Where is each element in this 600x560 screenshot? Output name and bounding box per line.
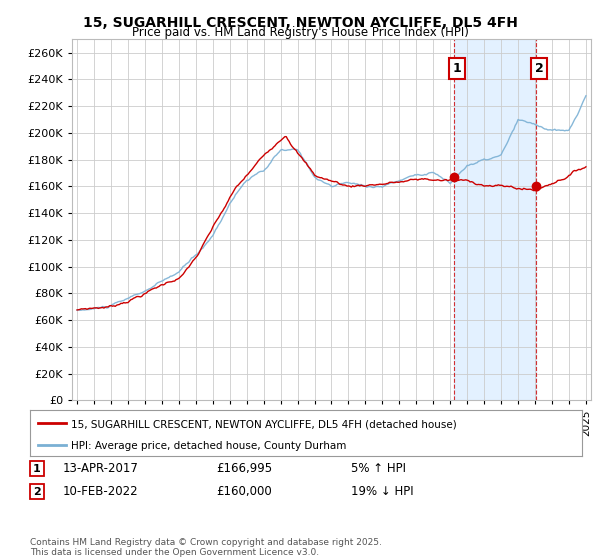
Text: 15, SUGARHILL CRESCENT, NEWTON AYCLIFFE, DL5 4FH (detached house): 15, SUGARHILL CRESCENT, NEWTON AYCLIFFE,… — [71, 419, 457, 430]
Text: 19% ↓ HPI: 19% ↓ HPI — [351, 485, 413, 498]
Text: 2: 2 — [535, 62, 544, 75]
Text: 15, SUGARHILL CRESCENT, NEWTON AYCLIFFE, DL5 4FH: 15, SUGARHILL CRESCENT, NEWTON AYCLIFFE,… — [83, 16, 517, 30]
Text: Price paid vs. HM Land Registry's House Price Index (HPI): Price paid vs. HM Land Registry's House … — [131, 26, 469, 39]
Text: 1: 1 — [452, 62, 461, 75]
Text: 10-FEB-2022: 10-FEB-2022 — [63, 485, 139, 498]
Text: HPI: Average price, detached house, County Durham: HPI: Average price, detached house, Coun… — [71, 441, 347, 451]
Text: 1: 1 — [33, 464, 41, 474]
Text: 13-APR-2017: 13-APR-2017 — [63, 462, 139, 475]
Text: £160,000: £160,000 — [216, 485, 272, 498]
Text: Contains HM Land Registry data © Crown copyright and database right 2025.
This d: Contains HM Land Registry data © Crown c… — [30, 538, 382, 557]
Text: £166,995: £166,995 — [216, 462, 272, 475]
Text: 2: 2 — [33, 487, 41, 497]
Bar — [454, 39, 536, 400]
Text: 5% ↑ HPI: 5% ↑ HPI — [351, 462, 406, 475]
